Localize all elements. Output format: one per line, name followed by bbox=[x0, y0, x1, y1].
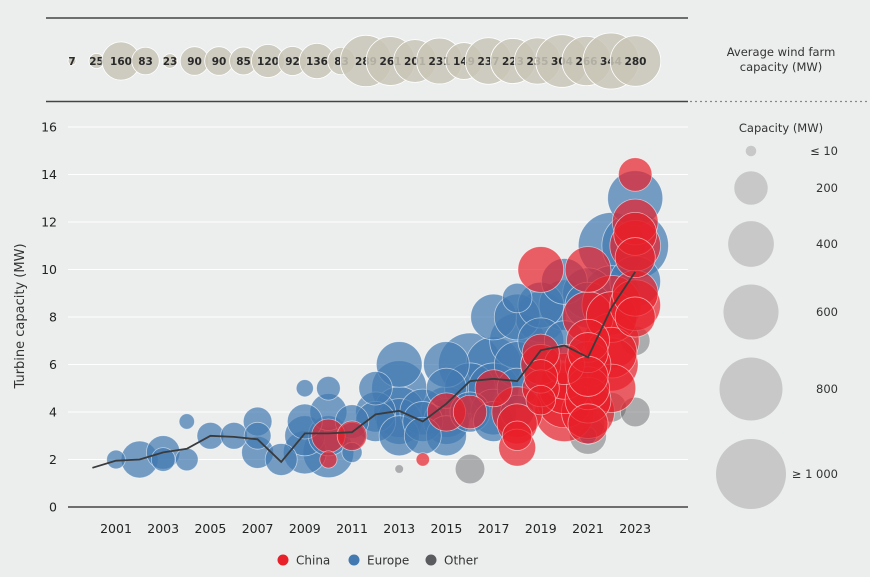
europe-bubble bbox=[175, 447, 199, 472]
y-tick-label: 2 bbox=[49, 452, 57, 467]
china-bubble bbox=[517, 246, 565, 293]
x-tick-label: 2005 bbox=[194, 521, 226, 536]
size-legend-circle bbox=[745, 145, 757, 157]
x-tick-label: 2013 bbox=[383, 521, 415, 536]
europe-bubble bbox=[295, 379, 314, 398]
size-legend-label: ≤ 10 bbox=[810, 144, 838, 158]
average-wind-farm-label: 90 bbox=[187, 56, 202, 68]
y-tick-label: 14 bbox=[41, 167, 57, 182]
europe-bubble bbox=[243, 421, 272, 450]
x-tick-label: 2015 bbox=[430, 521, 462, 536]
average-wind-farm-label: 136 bbox=[306, 56, 328, 68]
x-tick-label: 2009 bbox=[289, 521, 321, 536]
average-wind-farm-label: 92 bbox=[285, 56, 300, 68]
average-wind-farm-label: 7 bbox=[68, 56, 75, 68]
x-tick-label: 2007 bbox=[242, 521, 274, 536]
europe-legend-marker bbox=[348, 554, 360, 566]
size-legend-circle bbox=[734, 171, 768, 205]
x-tick-label: 2017 bbox=[478, 521, 510, 536]
size-legend-circle bbox=[723, 284, 779, 340]
x-tick-label: 2023 bbox=[619, 521, 651, 536]
china-bubble bbox=[614, 296, 656, 338]
average-wind-farm-label: 280 bbox=[625, 56, 647, 68]
average-wind-farm-bubble bbox=[609, 35, 662, 87]
size-legend-label: 800 bbox=[816, 382, 838, 396]
other-legend-marker bbox=[425, 554, 437, 566]
size-legend-label: 400 bbox=[816, 237, 838, 251]
x-tick-label: 2019 bbox=[525, 521, 557, 536]
x-tick-label: 2001 bbox=[100, 521, 132, 536]
other-bubble bbox=[394, 464, 404, 474]
average-wind-farm-label: 25 bbox=[89, 56, 104, 68]
y-tick-label: 12 bbox=[41, 215, 57, 230]
europe-bubble bbox=[375, 341, 423, 388]
china-bubble bbox=[502, 420, 533, 451]
y-tick-label: 0 bbox=[49, 500, 57, 515]
china-legend-marker bbox=[277, 554, 289, 566]
china-bubble bbox=[452, 394, 488, 430]
average-wind-farm-label: 160 bbox=[110, 56, 132, 68]
china-bubble bbox=[525, 384, 556, 416]
average-wind-farm-bubble bbox=[162, 53, 178, 69]
average-wind-farm-label: 90 bbox=[212, 56, 227, 68]
x-tick-label: 2011 bbox=[336, 521, 368, 536]
x-tick-label: 2003 bbox=[147, 521, 179, 536]
size-legend-label: 200 bbox=[816, 181, 838, 195]
average-wind-farm-label: 231 bbox=[429, 56, 451, 68]
average-wind-farm-label: 83 bbox=[138, 56, 153, 68]
china-bubble bbox=[319, 450, 338, 469]
size-legend: ≤ 10 200 400 600 800 ≥ 1 000 bbox=[716, 144, 838, 509]
size-legend-label: 600 bbox=[816, 305, 838, 319]
color-legend: China Europe Other bbox=[277, 554, 478, 568]
china-legend-label: China bbox=[296, 554, 330, 568]
y-tick-label: 6 bbox=[49, 357, 57, 372]
average-wind-farm-title: Average wind farm capacity (MW) bbox=[727, 45, 836, 74]
average-wind-farm-bubble bbox=[67, 56, 77, 66]
europe-legend-label: Europe bbox=[367, 554, 409, 568]
y-tick-label: 4 bbox=[49, 405, 57, 420]
other-legend-label: Other bbox=[444, 554, 478, 568]
europe-bubble bbox=[316, 375, 341, 401]
china-bubble bbox=[614, 237, 656, 279]
scatter-points bbox=[106, 157, 669, 485]
size-legend-circle bbox=[728, 221, 774, 267]
average-wind-farm-label: 23 bbox=[163, 56, 178, 68]
size-legend-title: Capacity (MW) bbox=[739, 121, 823, 135]
size-legend-label: ≥ 1 000 bbox=[792, 467, 838, 481]
china-bubble bbox=[564, 246, 612, 293]
china-bubble bbox=[567, 403, 609, 445]
size-legend-circle bbox=[716, 439, 786, 509]
average-wind-farm-bubbles: 7251608323909085120921368328926120123114… bbox=[67, 32, 662, 90]
y-tick-label: 16 bbox=[41, 120, 57, 135]
y-axis-title: Turbine capacity (MW) bbox=[13, 243, 28, 389]
x-tick-label: 2021 bbox=[572, 521, 604, 536]
average-turbine-capacity-line bbox=[92, 271, 636, 469]
other-bubble bbox=[454, 453, 486, 485]
china-bubble bbox=[415, 452, 430, 467]
size-legend-circle bbox=[719, 357, 783, 421]
average-turbine-line-group bbox=[92, 271, 636, 469]
y-tick-label: 10 bbox=[41, 262, 57, 277]
china-bubble bbox=[618, 157, 653, 192]
average-wind-farm-bubble bbox=[131, 46, 160, 76]
average-wind-farm-label: 85 bbox=[236, 56, 251, 68]
y-tick-label: 8 bbox=[49, 310, 57, 325]
europe-bubble bbox=[358, 371, 393, 406]
china-bubble bbox=[336, 420, 368, 451]
europe-bubble bbox=[502, 282, 533, 314]
europe-bubble bbox=[178, 413, 195, 430]
y-tick-labels: 0 2 4 6 8 10 12 14 16 bbox=[41, 120, 57, 515]
china-bubble bbox=[567, 355, 609, 397]
average-wind-farm-label: 120 bbox=[257, 56, 279, 68]
x-tick-labels: 2001 2003 2005 2007 2009 2011 2013 2015 2017 2019… bbox=[100, 521, 651, 536]
